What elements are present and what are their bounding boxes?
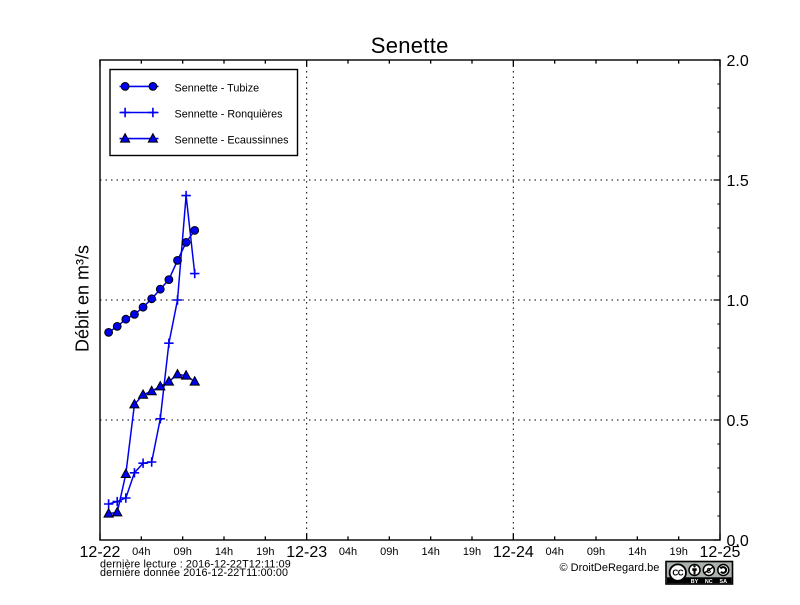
svg-text:09h: 09h: [173, 546, 191, 558]
svg-text:04h: 04h: [545, 546, 563, 558]
svg-text:04h: 04h: [339, 546, 357, 558]
svg-text:Sennette - Ecaussinnes: Sennette - Ecaussinnes: [175, 135, 290, 147]
svg-text:0.0: 0.0: [727, 533, 749, 550]
svg-text:SA: SA: [720, 579, 728, 585]
svg-text:1.5: 1.5: [727, 173, 749, 190]
svg-text:dernière lecture : 2016-12-22T: dernière lecture : 2016-12-22T12:11:09: [100, 559, 291, 571]
svg-text:NC: NC: [705, 579, 713, 585]
svg-text:09h: 09h: [587, 546, 605, 558]
svg-text:0.5: 0.5: [727, 413, 749, 430]
svg-text:09h: 09h: [380, 546, 398, 558]
svg-text:12-24: 12-24: [493, 544, 534, 561]
svg-text:19h: 19h: [256, 546, 274, 558]
svg-text:2.0: 2.0: [727, 53, 749, 70]
svg-text:12-22: 12-22: [80, 544, 121, 561]
svg-text:Sennette - Ronquières: Sennette - Ronquières: [175, 109, 284, 121]
svg-text:BY: BY: [691, 579, 699, 585]
svg-text:14h: 14h: [628, 546, 646, 558]
svg-text:dernière donnée 2016-12-22T11: dernière donnée 2016-12-22T11:00:00: [100, 567, 288, 579]
svg-text:Sennette - Tubize: Sennette - Tubize: [175, 83, 260, 95]
svg-text:19h: 19h: [669, 546, 687, 558]
svg-text:19h: 19h: [463, 546, 481, 558]
svg-text:14h: 14h: [421, 546, 439, 558]
svg-text:CC: CC: [672, 569, 683, 578]
svg-text:04h: 04h: [132, 546, 150, 558]
svg-text:14h: 14h: [215, 546, 233, 558]
svg-text:© DroitDeRegard.be: © DroitDeRegard.be: [560, 562, 660, 574]
svg-text:1.0: 1.0: [727, 293, 749, 310]
svg-text:Senette: Senette: [371, 33, 449, 58]
svg-text:12-23: 12-23: [286, 544, 327, 561]
svg-text:12-25: 12-25: [700, 544, 741, 561]
svg-text:Débit en m³/s: Débit en m³/s: [73, 245, 93, 352]
